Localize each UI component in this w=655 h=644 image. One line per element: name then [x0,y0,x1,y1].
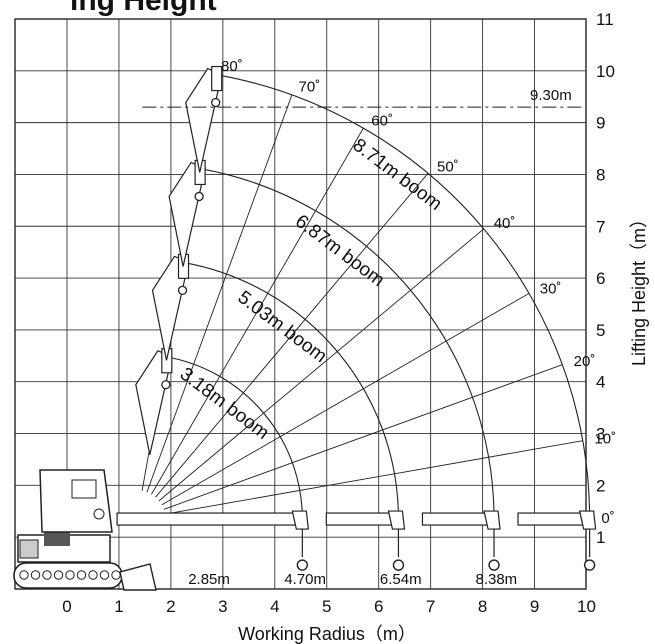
crane-illustration [13,65,597,591]
x-tick-label: 7 [426,597,435,616]
angle-line-60 [151,127,364,495]
angle-line-20 [163,364,563,510]
angle-label-10: 10˚ [594,430,616,447]
boom-arcs [165,74,591,527]
y-tick-label: 7 [596,217,605,236]
track-roller [19,570,29,580]
angle-label-80: 80˚ [221,58,243,75]
boom-tip-1 [387,510,406,530]
y-tick-label: 6 [596,269,605,288]
body-panel [19,539,39,559]
angle-line-30 [161,292,530,506]
dozer-blade [119,563,157,591]
boom-horizontal-3 [517,512,585,526]
boom-horizontal-0 [116,512,297,526]
angle-label-40: 40˚ [494,215,516,232]
boom-raised-hook-0 [161,380,171,390]
hook-1 [392,559,405,571]
crawler-track [13,562,123,589]
track-roller [88,570,98,580]
boom-arc-0 [165,356,303,522]
x-tick-label: 1 [114,597,123,616]
x-tick-label: 2 [166,597,175,616]
angle-label-0: 0˚ [601,510,614,527]
boom-horizontal-2 [421,512,489,526]
x-tick-label: 9 [530,597,539,616]
x-axis-title: Working Radius（m） [238,624,416,644]
x-tick-label: 5 [322,597,331,616]
y-tick-label: 11 [596,10,614,29]
x-tick-label: 4 [270,597,279,616]
y-axis-title: Lifting Height（m） [629,210,649,366]
hook-0 [296,559,309,571]
angle-label-70: 70˚ [299,79,321,96]
boom-horizontal-1 [325,512,394,526]
y-tick-label: 2 [596,476,605,495]
track-roller [76,570,87,580]
angle-line-10 [165,440,583,515]
y-tick-label: 4 [596,373,605,392]
track-roller [53,570,64,580]
hook-3 [583,559,596,571]
boom-arc-3 [215,74,591,527]
boom-label-2: 6.87m boom [291,211,388,291]
boom-raised-hook-2 [194,191,204,202]
angle-label-50: 50˚ [437,158,459,175]
crane-body [17,534,111,563]
track-roller [30,570,41,580]
x-tick-label: 10 [577,597,596,616]
track-roller [99,570,110,580]
max-radius-label-0: 2.85m [188,571,230,588]
angle-line-50 [155,172,429,498]
x-tick-label: 8 [478,597,487,616]
y-tick-label: 1 [596,528,605,547]
hook-2 [488,559,500,571]
angle-label-20: 20˚ [574,353,596,370]
y-tick-label: 9 [596,114,605,133]
boom-raised-hook-3 [211,97,221,108]
plot-frame [14,18,587,590]
boom-tip-3 [578,510,597,530]
y-tick-label: 3 [596,425,605,444]
y-tick-label: 10 [596,62,615,81]
turret-pin [93,508,105,520]
track-roller [42,570,52,580]
boom-tip-2 [483,510,501,530]
x-tick-label: 6 [374,597,383,616]
y-tick-label: 5 [596,321,605,340]
boom-raised-tip-3 [211,65,223,92]
boom-tip-0 [291,510,310,530]
angle-line-40 [158,228,485,502]
boom-raised-hook-1 [177,285,188,295]
boom-arc-1 [182,261,399,524]
max-radius-label-3: 8.38m [475,571,517,588]
chart-grid [14,18,587,590]
boom-arc-2 [199,167,495,526]
max-height-label: 9.30m [530,87,572,104]
angle-label-60: 60˚ [371,112,393,129]
max-radius-label-2: 6.54m [380,571,422,588]
y-tick-label: 8 [596,165,605,184]
angle-line-70 [146,94,293,493]
x-tick-label: 3 [218,597,227,616]
max-radius-label-1: 4.70m [284,571,326,588]
x-tick-label: 0 [62,597,71,616]
turret [39,469,113,533]
track-roller [65,570,75,580]
turret-window [71,479,97,499]
chart-heading: ing Height [70,0,217,17]
angle-label-30: 30˚ [540,280,562,297]
